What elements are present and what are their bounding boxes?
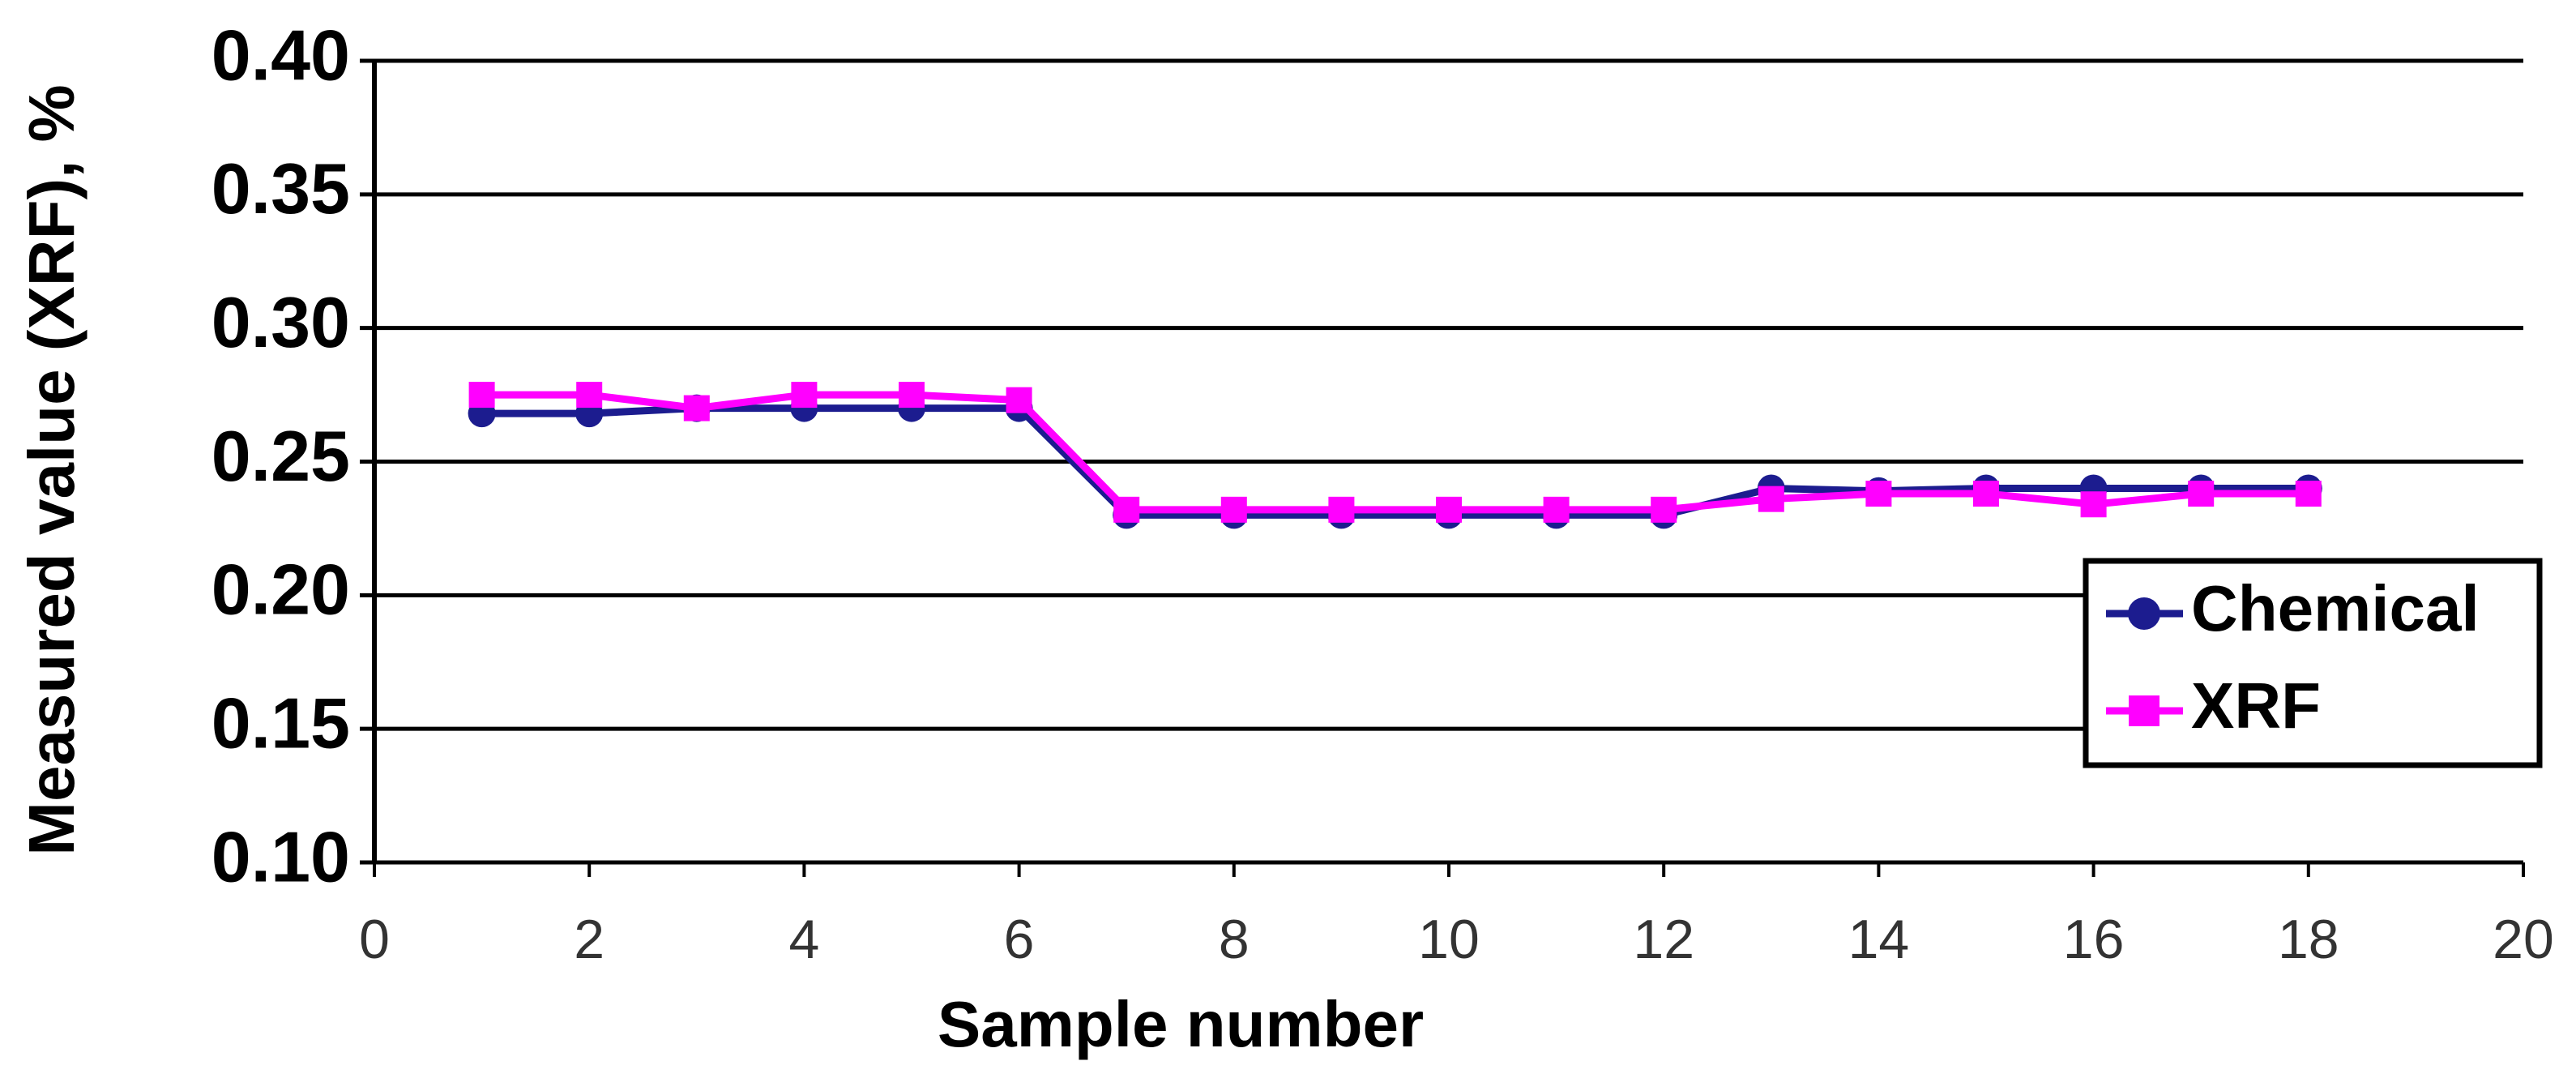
x-tick-label: 6 bbox=[1004, 909, 1035, 970]
y-tick-label: 0.25 bbox=[211, 416, 350, 496]
legend-marker bbox=[2129, 695, 2159, 726]
legend-box bbox=[2083, 558, 2543, 768]
x-tick-label: 8 bbox=[1219, 909, 1250, 970]
point bbox=[899, 382, 925, 409]
y-tick-label: 0.15 bbox=[211, 682, 350, 763]
point bbox=[1758, 486, 1784, 512]
y-tick-label: 0.35 bbox=[211, 148, 350, 229]
y-tick-label: 0.30 bbox=[211, 282, 350, 362]
point bbox=[1006, 387, 1032, 413]
x-tick-label: 10 bbox=[1418, 909, 1480, 970]
point bbox=[683, 395, 710, 421]
legend-marker bbox=[2128, 597, 2160, 630]
point bbox=[468, 382, 495, 409]
x-tick-label: 20 bbox=[2493, 909, 2554, 970]
point bbox=[1543, 496, 1570, 523]
point bbox=[791, 382, 818, 409]
x-axis-label: Sample number bbox=[938, 988, 1424, 1060]
point bbox=[1973, 481, 1999, 507]
y-tick-label: 0.40 bbox=[211, 15, 350, 95]
legend-label: Chemical bbox=[2191, 572, 2480, 644]
series-line bbox=[481, 391, 2309, 514]
point bbox=[1220, 496, 1247, 523]
point bbox=[2295, 481, 2322, 507]
series-line bbox=[481, 404, 2309, 519]
point bbox=[1865, 481, 1892, 507]
x-tick-label: 14 bbox=[1848, 909, 1910, 970]
x-tick-label: 12 bbox=[1633, 909, 1694, 970]
point bbox=[2080, 491, 2107, 518]
point bbox=[1651, 496, 1677, 523]
point bbox=[1113, 496, 1140, 523]
point bbox=[1436, 496, 1462, 523]
point bbox=[1328, 496, 1355, 523]
x-tick-label: 2 bbox=[574, 909, 604, 970]
legend-label: XRF bbox=[2191, 670, 2321, 742]
x-tick-label: 4 bbox=[788, 909, 819, 970]
y-tick-label: 0.20 bbox=[211, 550, 350, 630]
y-axis-label: Measured value (XRF), % bbox=[15, 84, 88, 855]
point bbox=[576, 382, 603, 409]
x-tick-label: 16 bbox=[2063, 909, 2125, 970]
point bbox=[2188, 481, 2215, 507]
x-tick-label: 18 bbox=[2278, 909, 2339, 970]
y-tick-label: 0.10 bbox=[211, 816, 350, 896]
x-tick-label: 0 bbox=[359, 909, 390, 970]
